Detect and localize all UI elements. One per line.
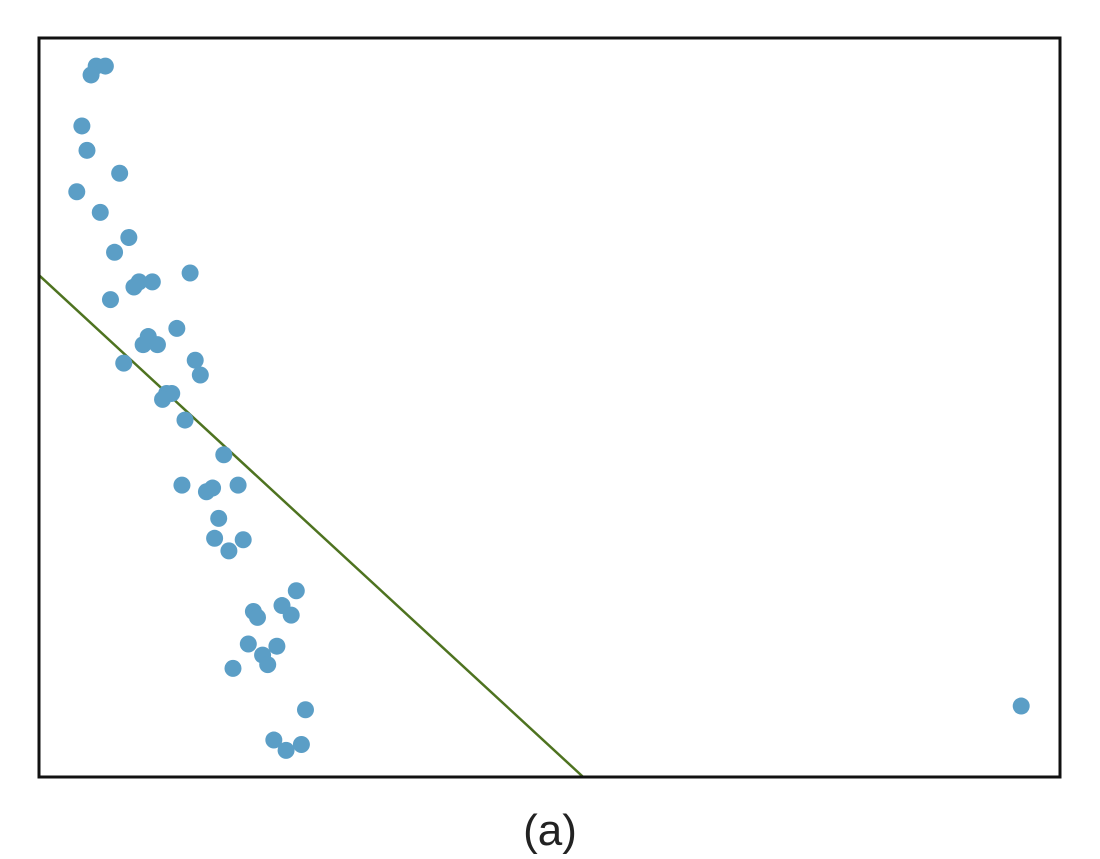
data-point-36 [287, 582, 305, 600]
data-point-15 [101, 291, 119, 309]
data-point-16 [168, 319, 186, 337]
data-point-27 [215, 446, 233, 464]
data-point-41 [239, 635, 257, 653]
data-point-40 [282, 606, 300, 624]
data-point-19 [148, 336, 166, 354]
fit-line [38, 274, 585, 778]
scatter-plot [37, 36, 1062, 779]
data-point-10 [106, 243, 124, 261]
data-point-39 [248, 608, 266, 626]
data-point-9 [120, 229, 138, 247]
data-point-45 [224, 659, 242, 677]
data-point-20 [115, 354, 133, 372]
data-point-29 [229, 476, 247, 494]
plot-frame [37, 36, 1062, 779]
data-point-4 [73, 117, 91, 135]
data-point-11 [181, 264, 199, 282]
data-point-28 [173, 476, 191, 494]
data-point-34 [234, 531, 252, 549]
data-point-47 [265, 731, 283, 749]
data-point-14 [143, 273, 161, 291]
data-point-18 [134, 336, 152, 354]
data-point-32 [210, 509, 228, 527]
data-point-22 [191, 366, 209, 384]
data-point-35 [220, 542, 238, 560]
data-point-8 [91, 203, 109, 221]
data-point-5 [78, 141, 96, 159]
data-point-49 [277, 741, 295, 759]
data-point-3 [82, 66, 100, 84]
data-point-46 [296, 701, 314, 719]
data-point-6 [111, 164, 129, 182]
data-point-33 [206, 529, 224, 547]
data-point-2 [96, 57, 114, 75]
data-point-42 [268, 637, 286, 655]
data-point-31 [204, 479, 222, 497]
data-point-7 [68, 183, 86, 201]
data-point-48 [292, 735, 310, 753]
data-point-21 [186, 351, 204, 369]
data-points-layer [68, 57, 1030, 759]
data-point-13 [130, 273, 148, 291]
panel-caption: (a) [523, 806, 577, 855]
data-point-50 [1012, 697, 1030, 715]
data-point-26 [176, 411, 194, 429]
regression-line-layer [38, 274, 585, 778]
data-point-44 [259, 656, 277, 674]
data-point-25 [154, 390, 172, 408]
